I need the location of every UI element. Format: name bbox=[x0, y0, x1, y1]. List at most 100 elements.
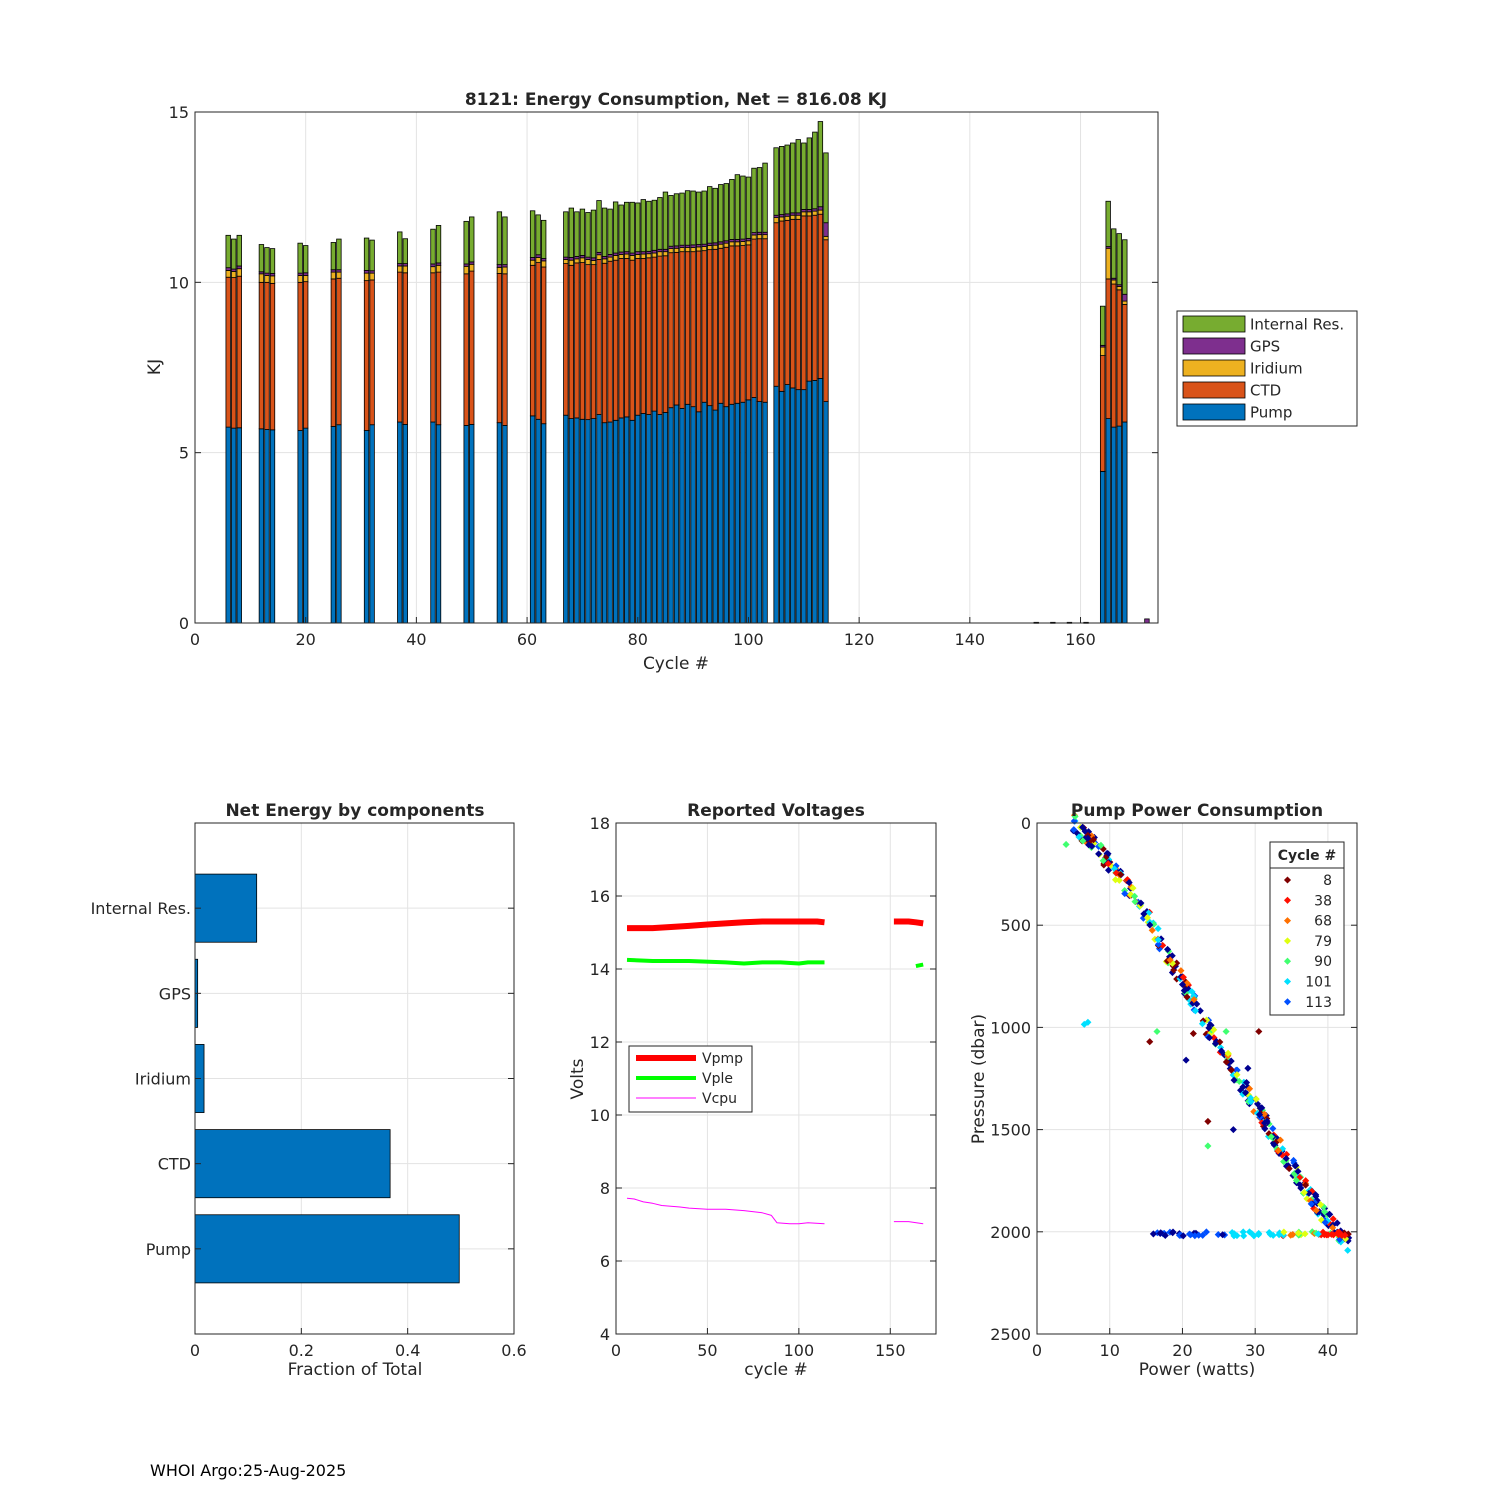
bar-internal-res--cycle-88 bbox=[679, 192, 685, 246]
bar-ctd-cycle-101 bbox=[751, 238, 757, 398]
legend-label: Vcpu bbox=[702, 1091, 737, 1107]
x-tick-label: 40 bbox=[406, 630, 426, 649]
bar-internal-res--cycle-68 bbox=[568, 207, 575, 258]
y-tick-label: 0 bbox=[179, 614, 189, 633]
bar-ctd-cycle-12 bbox=[258, 281, 265, 430]
bar-internal-res--cycle-94 bbox=[712, 187, 718, 244]
bar-internal-res--cycle-166 bbox=[1111, 228, 1117, 279]
bar-iridium-cycle-80 bbox=[635, 253, 641, 259]
bar-pump-cycle-86 bbox=[668, 407, 674, 624]
bar-pump-cycle-31 bbox=[363, 430, 370, 624]
bar-iridium-cycle-32 bbox=[369, 272, 375, 281]
bar-gps-cycle-113 bbox=[817, 206, 824, 211]
bar-iridium-cycle-31 bbox=[363, 272, 370, 282]
bar-pump-cycle-38 bbox=[402, 423, 408, 624]
bar-gps-cycle-80 bbox=[635, 251, 641, 255]
bar-ctd-cycle-83 bbox=[651, 256, 658, 412]
x-tick-label: 140 bbox=[955, 630, 986, 649]
bar-iridium-cycle-99 bbox=[740, 241, 746, 246]
bar-pump-cycle-70 bbox=[579, 418, 586, 624]
bar-internal-res--cycle-107 bbox=[784, 144, 790, 215]
bar-pump-cycle-102 bbox=[756, 401, 763, 624]
legend-label: 90 bbox=[1314, 954, 1332, 970]
bar-ctd-cycle-63 bbox=[541, 266, 547, 425]
bar-iridium-cycle-90 bbox=[690, 247, 696, 253]
bar-iridium-cycle-77 bbox=[618, 253, 624, 259]
bar-gps-cycle-168 bbox=[1122, 293, 1128, 302]
x-tick-label: 0.4 bbox=[395, 1341, 420, 1360]
bar-gps-cycle-31 bbox=[363, 270, 370, 274]
bar-iridium-cycle-56 bbox=[502, 266, 508, 275]
legend-label: 68 bbox=[1314, 914, 1332, 930]
bar-iridium-cycle-81 bbox=[640, 253, 646, 259]
bar-ctd-cycle-20 bbox=[303, 281, 309, 429]
bar-iridium-cycle-20 bbox=[303, 275, 309, 283]
bar-pump-cycle-110 bbox=[801, 389, 807, 624]
legend-swatch bbox=[1182, 381, 1246, 399]
bar-ctd-cycle-19 bbox=[297, 281, 303, 431]
pump-power-chart: 0 10 20 30 40 0 500 1000 1500 2000 2500 Pump Power… bbox=[969, 801, 1358, 1380]
bar-iridium-cycle-107 bbox=[784, 215, 790, 221]
bar-cycle-172 bbox=[1144, 618, 1150, 624]
bar-ctd-cycle-50 bbox=[469, 270, 475, 425]
bar-iridium-cycle-69 bbox=[574, 258, 580, 264]
bar-gps-cycle-90 bbox=[690, 244, 696, 248]
bar-gps-cycle-6 bbox=[225, 267, 231, 271]
bar-pump-cycle-77 bbox=[618, 417, 624, 624]
bar-iridium-cycle-111 bbox=[806, 211, 812, 217]
bar-ctd bbox=[194, 1129, 391, 1199]
bar-pump-cycle-63 bbox=[541, 423, 547, 624]
bar-gps-cycle-62 bbox=[535, 254, 541, 258]
pump-power-chart-ylabel: Pressure (dbar) bbox=[969, 1014, 989, 1144]
bar-internal-res--cycle-97 bbox=[729, 179, 735, 240]
bar-ctd-cycle-112 bbox=[812, 214, 818, 381]
bar-internal-res--cycle-100 bbox=[745, 176, 752, 239]
energy-chart-title: 8121: Energy Consumption, Net = 816.08 K… bbox=[465, 90, 887, 110]
bar-internal-res--cycle-83 bbox=[651, 199, 658, 251]
bar-internal-res--cycle-7 bbox=[231, 238, 237, 270]
bar-iridium-cycle-14 bbox=[269, 275, 276, 284]
components-chart-title: Net Energy by components bbox=[225, 801, 484, 821]
bar-pump-cycle-61 bbox=[529, 415, 536, 624]
bar-internal-res--cycle-56 bbox=[502, 216, 508, 266]
pump-power-chart-title: Pump Power Consumption bbox=[1071, 801, 1323, 821]
bar-internal-res--cycle-84 bbox=[657, 197, 663, 250]
bar-internal-res--cycle-98 bbox=[734, 174, 741, 240]
bar-pump-cycle-112 bbox=[812, 380, 818, 624]
bar-ctd-cycle-82 bbox=[646, 257, 652, 415]
bar-internal-res--cycle-165 bbox=[1105, 200, 1111, 247]
line-vple bbox=[626, 957, 825, 966]
bar-pump-cycle-105 bbox=[773, 385, 779, 624]
bar-internal-res--cycle-114 bbox=[823, 152, 829, 224]
x-tick-label: 30 bbox=[1245, 1341, 1265, 1360]
line-vpmp bbox=[893, 918, 924, 927]
legend-swatch bbox=[1182, 359, 1246, 377]
bar-iridium-cycle-71 bbox=[585, 259, 591, 266]
y-tick-label: 18 bbox=[590, 814, 610, 833]
bar-pump-cycle-114 bbox=[823, 401, 829, 624]
bar-ctd-cycle-93 bbox=[707, 249, 713, 407]
bar-ctd-cycle-79 bbox=[629, 259, 635, 421]
bar-ctd-cycle-110 bbox=[801, 215, 807, 391]
bar-internal-res--cycle-102 bbox=[756, 167, 763, 233]
bar-ctd-cycle-90 bbox=[690, 251, 696, 408]
bar-pump-cycle-67 bbox=[563, 414, 569, 624]
bar-ctd-cycle-76 bbox=[612, 259, 619, 421]
bar-iridium-cycle-98 bbox=[734, 241, 741, 247]
bar-internal-res--cycle-112 bbox=[812, 131, 818, 210]
bar-ctd-cycle-71 bbox=[585, 264, 591, 421]
bar-ctd-cycle-81 bbox=[640, 258, 646, 414]
bar-ctd-cycle-168 bbox=[1122, 304, 1128, 423]
bar-ctd-cycle-92 bbox=[701, 250, 707, 403]
bar-internal-res--cycle-14 bbox=[269, 248, 276, 274]
bar-iridium-cycle-106 bbox=[778, 216, 785, 222]
bar-iridium-cycle-103 bbox=[762, 234, 768, 240]
bar-ctd-cycle-55 bbox=[496, 273, 503, 424]
x-tick-label: 120 bbox=[844, 630, 875, 649]
x-tick-label: 0 bbox=[190, 1341, 200, 1360]
bar-ctd-cycle-31 bbox=[363, 280, 370, 431]
x-tick-label: 100 bbox=[784, 1341, 815, 1360]
bar-iridium-cycle-91 bbox=[695, 246, 702, 252]
y-tick-label: 1000 bbox=[990, 1018, 1031, 1037]
bar-iridium-cycle-13 bbox=[264, 275, 270, 283]
